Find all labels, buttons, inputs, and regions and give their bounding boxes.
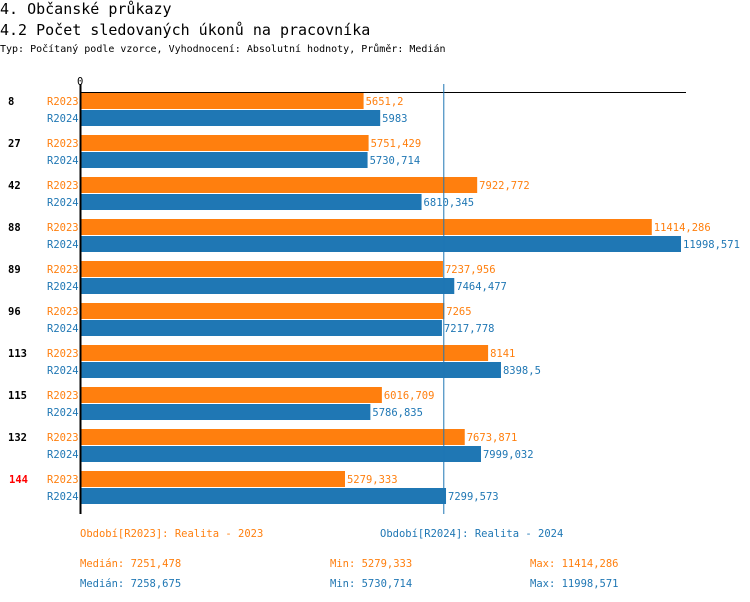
bar-value-label: 5651,2 [366,96,404,108]
bar-value-label: 5279,333 [347,474,398,486]
bar-value-label: 5983 [382,113,407,125]
median-r2023: Medián: 7251,478 [80,558,182,570]
bar-value-label: 7217,778 [444,323,495,335]
series-label: R2023 [47,390,79,402]
series-label: R2024 [47,449,79,461]
bar-r2023 [81,177,478,193]
section-title: 4. Občanské průkazy [0,0,172,18]
series-label: R2024 [47,281,79,293]
bar-value-label: 8141 [490,348,515,360]
median-r2024: Medián: 7258,675 [80,578,182,590]
series-label: R2023 [47,96,79,108]
category-label: 8 [8,96,14,108]
bar-r2024 [81,404,371,420]
axis-zero-label: 0 [77,76,83,88]
bar-r2024 [81,278,455,294]
bar-r2023 [81,261,443,277]
series-label: R2024 [47,113,79,125]
bar-r2024 [81,236,681,252]
bar-value-label: 8398,5 [503,365,541,377]
bar-value-label: 7237,956 [445,264,496,276]
series-label: R2024 [47,197,79,209]
bar-value-label: 5786,835 [372,407,423,419]
series-label: R2023 [47,222,79,234]
bar-value-label: 7673,871 [467,432,518,444]
bar-r2023 [81,219,652,235]
bar-r2024 [81,152,368,168]
series-label: R2024 [47,239,79,251]
bar-value-label: 7299,573 [448,491,499,503]
series-label: R2024 [47,491,79,503]
series-label: R2024 [47,155,79,167]
series-label: R2023 [47,474,79,486]
bar-value-label: 6810,345 [424,197,475,209]
series-label: R2023 [47,264,79,276]
bar-value-label: 7922,772 [479,180,530,192]
chart-title: 4.2 Počet sledovaných úkonů na pracovník… [0,21,371,39]
bar-value-label: 7265 [446,306,471,318]
chart-description: Typ: Počítaný podle vzorce, Vyhodnocení:… [0,44,446,55]
bar-r2023 [81,387,382,403]
bar-value-label: 7999,032 [483,449,534,461]
category-label: 144 [9,474,28,486]
bar-value-label: 7464,477 [456,281,507,293]
series-label: R2023 [47,138,79,150]
legend-r2024: Období[R2024]: Realita - 2024 [380,528,564,540]
category-label: 96 [8,306,21,318]
category-label: 132 [8,432,27,444]
series-label: R2023 [47,348,79,360]
bar-r2024 [81,320,442,336]
bar-r2024 [81,362,501,378]
series-label: R2023 [47,432,79,444]
bar-r2023 [81,345,489,361]
bar-value-label: 5751,429 [371,138,422,150]
legend-r2023: Období[R2023]: Realita - 2023 [80,528,264,540]
bar-r2024 [81,446,481,462]
category-label: 89 [8,264,21,276]
bar-r2023 [81,303,445,319]
category-label: 115 [8,390,27,402]
min-r2024: Min: 5730,714 [330,578,413,590]
max-r2023: Max: 11414,286 [530,558,619,570]
bar-value-label: 6016,709 [384,390,435,402]
series-label: R2024 [47,365,79,377]
category-label: 27 [8,138,21,150]
bar-r2023 [81,135,369,151]
series-label: R2024 [47,407,79,419]
bar-value-label: 11414,286 [654,222,711,234]
category-label: 42 [8,180,21,192]
category-label: 88 [8,222,21,234]
series-label: R2023 [47,306,79,318]
bar-r2024 [81,194,422,210]
bar-value-label: 5730,714 [370,155,421,167]
min-r2023: Min: 5279,333 [330,558,413,570]
bar-r2023 [81,429,465,445]
bar-r2023 [81,471,345,487]
bar-r2024 [81,110,381,126]
series-label: R2024 [47,323,79,335]
category-label: 113 [8,348,27,360]
bar-value-label: 11998,571 [683,239,740,251]
max-r2024: Max: 11998,571 [530,578,619,590]
series-label: R2023 [47,180,79,192]
bar-r2024 [81,488,447,504]
bar-r2023 [81,93,364,109]
